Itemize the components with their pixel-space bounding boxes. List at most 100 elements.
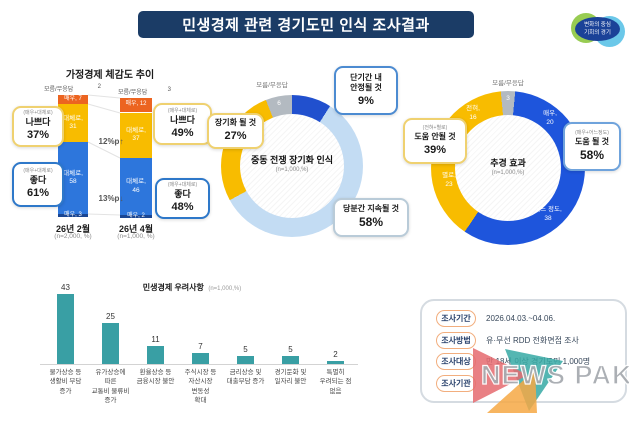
trend-xlabel-1: 26년 2월 bbox=[55, 224, 91, 234]
trend-nlabel-1: (n=2,000, %) bbox=[54, 233, 92, 240]
concern-value: 2 bbox=[333, 349, 338, 359]
war-callout-sustain: 당분간 지속될 것 58% bbox=[333, 198, 409, 237]
concern-bar bbox=[282, 355, 299, 364]
callout-label: 나쁘다 bbox=[25, 117, 51, 128]
logo-text: 변화의 중심 기회의 경기 bbox=[575, 17, 620, 41]
callout-pct: 58% bbox=[358, 215, 384, 230]
callout-pct: 49% bbox=[171, 126, 194, 139]
trend-segment-대체로 나쁘다: 대체로, 37 bbox=[120, 112, 152, 159]
callout-pct: 48% bbox=[171, 201, 194, 214]
budget-callout-help: (매우+어느정도) 도움 될 것 58% bbox=[563, 122, 621, 171]
concern-bar bbox=[327, 360, 344, 364]
callout-pct: 9% bbox=[358, 95, 374, 108]
callout-sub: (매우+대체로) bbox=[23, 110, 53, 117]
segment-label: 매우, 7 bbox=[64, 95, 82, 102]
war-callout-short: 단기간 내 안정될 것 9% bbox=[334, 66, 398, 115]
concern-value: 43 bbox=[61, 282, 70, 292]
trend-callout-bad-feb: (매우+대체로) 나쁘다 37% bbox=[12, 106, 64, 147]
budget-unknown-value: 3 bbox=[506, 95, 510, 102]
logo-line1: 변화의 중심 bbox=[584, 21, 611, 28]
gyeonggi-logo-icon: 변화의 중심 기회의 경기 bbox=[568, 5, 628, 51]
segment-label: 대체로, 37 bbox=[126, 127, 146, 143]
trend-nlabel-2: (n=1,000, %) bbox=[117, 233, 155, 240]
trend-segment-매우 나쁘다: 매우, 7 bbox=[58, 95, 88, 104]
segment-label: 매우, 12 bbox=[125, 101, 147, 108]
concern-category: 유가상승에 따른 교통비 물류비 증가 bbox=[91, 369, 130, 405]
unknown-text: 모름/무응답 bbox=[44, 87, 74, 93]
concern-category: 금리상승 및 대출부담 증가 bbox=[226, 369, 265, 386]
budget-donut-hole bbox=[455, 115, 561, 221]
trend-chart-title: 가정경제 체감도 추이 bbox=[65, 70, 155, 81]
survey-row-label: 조사방법 bbox=[436, 331, 476, 349]
concerns-axis-line bbox=[40, 364, 358, 365]
survey-info-row: 조사기관 bbox=[436, 375, 625, 393]
survey-row-value: 유·무선 RDD 전화면접 조사 bbox=[486, 335, 579, 345]
trend-segment-매우 좋다: 매우, 2 bbox=[120, 212, 152, 219]
budget-callout-nohelp: (전혀+별로) 도움 안될 것 39% bbox=[403, 118, 467, 164]
war-donut-center: 중동 전쟁 장기화 인식 (n=1,000,%) bbox=[227, 155, 357, 173]
concern-value: 5 bbox=[288, 344, 293, 354]
concern-bar bbox=[237, 355, 254, 364]
survey-info-row: 조사대상 만 18세 이상 경기도민 1,000명 bbox=[436, 353, 625, 371]
trend-callout-good-feb: (매우+대체로) 좋다 61% bbox=[12, 162, 64, 207]
trend-unknown-label-2: 모름/무응답 3 bbox=[118, 87, 171, 96]
survey-row-label: 조사대상 bbox=[436, 353, 476, 371]
segment-label: 매우, 2 bbox=[127, 212, 145, 219]
concern-bar bbox=[102, 323, 119, 365]
page-title: 민생경제 관련 경기도민 인식 조사결과 bbox=[138, 11, 474, 38]
budget-tag-notreally: 별로, 23 bbox=[442, 172, 456, 188]
war-donut-title: 중동 전쟁 장기화 인식 bbox=[250, 155, 334, 165]
survey-info-box: 조사기간 2026.04.03.~04.06. 조사방법 유·무선 RDD 전화면접 … bbox=[420, 299, 627, 403]
survey-row-label: 조사기관 bbox=[436, 375, 476, 393]
segment-label: 매우, 3 bbox=[64, 211, 82, 218]
trend-delta-down: 13%p↓ bbox=[98, 194, 124, 203]
segment-label: 대체로, 58 bbox=[63, 169, 83, 185]
callout-label: 좋다 bbox=[29, 175, 47, 186]
callout-label: 단기간 내 안정될 것 bbox=[350, 72, 382, 93]
concern-value: 25 bbox=[106, 312, 115, 322]
callout-label: 장기화 될 것 bbox=[214, 118, 257, 128]
concerns-nlabel: (n=1,000,%) bbox=[208, 286, 242, 292]
survey-info-row: 조사방법 유·무선 RDD 전화면접 조사 bbox=[436, 331, 625, 349]
callout-sub: (매우+대체로) bbox=[23, 168, 53, 175]
survey-row-value: 만 18세 이상 경기도민 1,000명 bbox=[486, 357, 591, 367]
war-unknown-label: 모름/무응답 bbox=[256, 82, 288, 89]
logo-line2: 기회의 경기 bbox=[584, 30, 611, 36]
concern-bar bbox=[57, 293, 74, 364]
concern-category: 주식시장 등 자산시장 변동성 확대 bbox=[184, 369, 217, 405]
callout-label: 도움 될 것 bbox=[575, 136, 609, 146]
trend-delta-up: 12%p↑ bbox=[98, 137, 124, 146]
callout-pct: 27% bbox=[224, 130, 247, 143]
concern-value: 7 bbox=[198, 341, 203, 351]
callout-label: 도움 안될 것 bbox=[414, 131, 456, 141]
trend-unknown-label-1: 모름/무응답 2 bbox=[44, 84, 101, 93]
concern-category: 물가상승 등 생활비 부담 증가 bbox=[49, 369, 82, 395]
callout-label: 당분간 지속될 것 bbox=[343, 204, 399, 214]
callout-sub: (전혀+별로) bbox=[422, 124, 448, 131]
unknown-value: 2 bbox=[97, 84, 101, 90]
trend-segment-대체로 좋다: 대체로, 46 bbox=[120, 158, 152, 215]
budget-donut-n: (n=1,000,%) bbox=[491, 169, 525, 176]
concern-value: 11 bbox=[151, 335, 160, 345]
budget-tag-never: 전혀, 16 bbox=[466, 105, 480, 121]
segment-label: 대체로, 31 bbox=[63, 114, 83, 131]
concern-bar bbox=[147, 346, 164, 364]
trend-callout-bad-apr: (매우+대체로) 나쁘다 49% bbox=[153, 103, 212, 145]
trend-segment-매우 나쁘다: 매우, 12 bbox=[120, 97, 152, 113]
budget-unknown-label: 모름/무응답 bbox=[492, 80, 524, 87]
unknown-text: 모름/무응답 bbox=[118, 90, 148, 96]
callout-pct: 61% bbox=[26, 187, 50, 200]
concern-value: 5 bbox=[243, 344, 248, 354]
survey-row-label: 조사기간 bbox=[436, 309, 476, 327]
survey-row-value: 2026.04.03.~04.06. bbox=[486, 313, 556, 323]
budget-donut-title: 추경 효과 bbox=[490, 158, 526, 168]
unknown-value: 3 bbox=[167, 87, 171, 93]
survey-info-row: 조사기간 2026.04.03.~04.06. bbox=[436, 309, 625, 327]
trend-xlabel-2: 26년 4월 bbox=[118, 224, 154, 234]
concern-category: 환율상승 등 금융시장 불안 bbox=[136, 369, 175, 386]
callout-pct: 58% bbox=[579, 147, 605, 162]
trend-callout-good-apr: (매우+대체로) 좋다 48% bbox=[155, 178, 210, 219]
concern-category: 특별히 우려되는 점 없음 bbox=[319, 369, 352, 395]
war-unknown-value: 6 bbox=[277, 100, 281, 107]
